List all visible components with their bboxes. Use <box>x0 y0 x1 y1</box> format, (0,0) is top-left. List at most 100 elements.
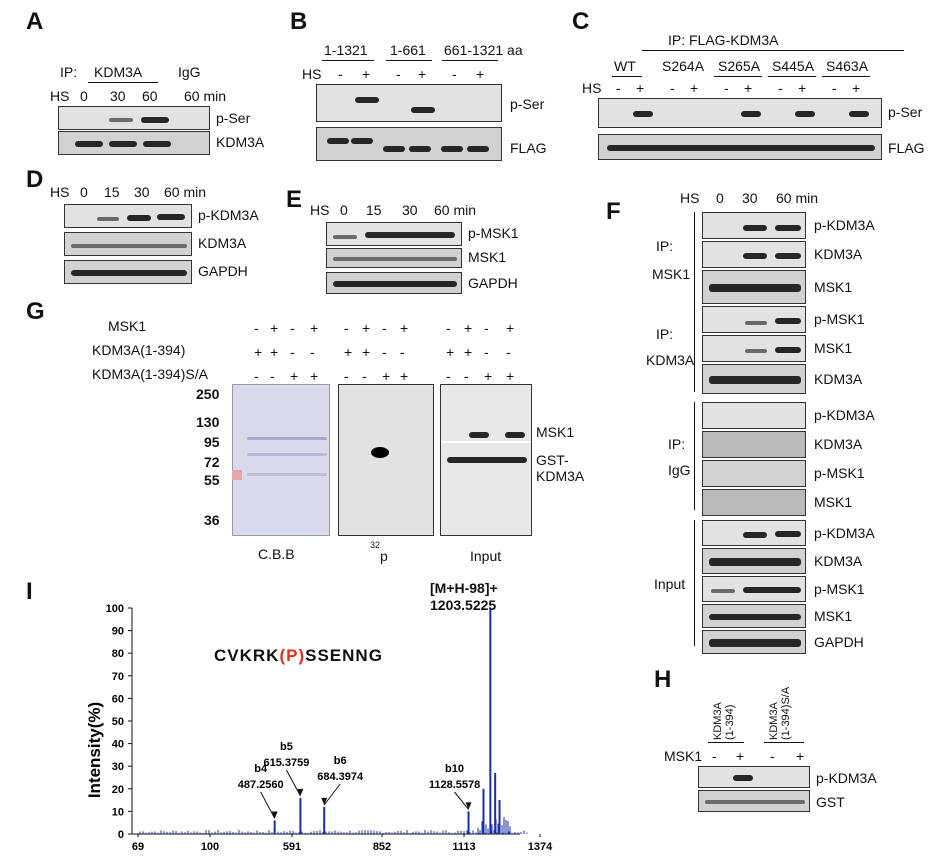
blot-h-pkdm3a <box>698 766 810 788</box>
ion-mz: 684.3974 <box>317 771 364 783</box>
ion-label: b6 <box>334 755 347 767</box>
sign: - <box>382 344 387 360</box>
annotation-arrow <box>285 769 301 797</box>
sign: - <box>254 368 259 384</box>
band-label: GST- <box>536 452 569 468</box>
blot-f-in-msk1 <box>702 604 806 628</box>
arrowhead <box>271 811 278 819</box>
blot-f-pmsk1 <box>702 306 806 333</box>
x-tick-label: 591 <box>283 841 301 853</box>
time-label: 30 <box>110 88 126 104</box>
panel-label-b: B <box>290 8 308 35</box>
row-label: p-MSK1 <box>468 225 519 241</box>
time-label: 60 min <box>434 202 477 218</box>
sign: + <box>506 368 515 384</box>
mw-marker: 55 <box>204 472 220 488</box>
sign: - <box>452 66 457 82</box>
ip-target: IgG <box>668 462 691 478</box>
blot-f-in-kdm3a <box>702 548 806 574</box>
sign: + <box>796 748 805 764</box>
ion-mz: 1128.5578 <box>429 779 480 791</box>
annotation-arrow <box>454 791 469 810</box>
blot-f-kdm3a <box>702 241 806 268</box>
panel-label-i: I <box>26 578 33 605</box>
band-label: MSK1 <box>536 424 575 440</box>
mw-marker: 72 <box>204 454 220 470</box>
annotation-arrow <box>323 783 341 806</box>
sign: + <box>418 66 427 82</box>
sign: + <box>464 344 473 360</box>
ip-label: IP: <box>60 64 78 80</box>
col-label: (1-394) <box>724 704 736 740</box>
sign: - <box>344 368 349 384</box>
row-label: MSK1 <box>814 340 853 356</box>
row-label: p-Ser <box>216 110 251 126</box>
sign: + <box>310 368 319 384</box>
arrowhead <box>297 788 304 796</box>
y-tick-label: 60 <box>112 693 124 705</box>
sign: - <box>778 80 783 96</box>
sign: + <box>400 320 409 336</box>
time-label: 0 <box>340 202 348 218</box>
row-label: p-MSK1 <box>814 465 865 481</box>
row-label: p-KDM3A <box>814 217 875 233</box>
sign: + <box>506 320 515 336</box>
blot-d-pkdm3a <box>64 204 192 228</box>
hs-label: HS <box>680 190 700 206</box>
time-label: 60 min <box>776 190 819 206</box>
blot-f-msk1 <box>702 270 806 304</box>
row-label: p-KDM3A <box>814 525 875 541</box>
mutant-label: S264A <box>662 58 705 74</box>
row-label: KDM3A <box>814 436 863 452</box>
sign: - <box>724 80 729 96</box>
panel-label-h: H <box>654 666 672 693</box>
row-label: p-KDM3A <box>198 207 259 223</box>
construct-label: 1-1321 <box>324 42 368 58</box>
blot-e-msk1 <box>326 248 462 268</box>
x-tick-label: 1113 <box>452 841 475 853</box>
band-label: KDM3A <box>536 468 585 484</box>
row-label: GAPDH <box>814 634 864 650</box>
mutant-label: S445A <box>772 58 815 74</box>
sign: - <box>290 320 295 336</box>
row-label: p-Ser <box>888 104 923 120</box>
blot-f-in-pmsk1 <box>702 576 806 602</box>
panel-label-g: G <box>26 298 45 325</box>
sign: - <box>310 344 315 360</box>
time-label: 15 <box>104 184 120 200</box>
gel-caption: p <box>380 548 388 564</box>
blot-d-kdm3a <box>64 232 192 256</box>
ion-mz: 487.2560 <box>238 779 284 791</box>
sign: + <box>344 344 353 360</box>
sign: - <box>484 320 489 336</box>
blot-f-in-gapdh <box>702 630 806 654</box>
arrowhead <box>321 797 328 805</box>
blot-e-gapdh <box>326 272 462 294</box>
blot-f-igg-pmsk1 <box>702 460 806 487</box>
blot-d-gapdh <box>64 260 192 284</box>
ip-control: IgG <box>178 64 201 80</box>
sign: + <box>476 66 485 82</box>
y-tick-label: 10 <box>112 806 124 818</box>
blot-a-kdm3a <box>58 131 210 155</box>
mw-marker: 130 <box>196 414 220 430</box>
precursor-mass: 1203.5225 <box>430 597 497 613</box>
sign: - <box>382 320 387 336</box>
sign: - <box>362 368 367 384</box>
row-label: FLAG <box>510 140 547 156</box>
sign: + <box>690 80 699 96</box>
sign: + <box>270 344 279 360</box>
time-label: 30 <box>402 202 418 218</box>
time-label: 0 <box>716 190 724 206</box>
sign: - <box>338 66 343 82</box>
y-tick-label: 40 <box>112 739 124 751</box>
sign: + <box>484 368 493 384</box>
row-label: GAPDH <box>198 263 248 279</box>
mw-marker: 250 <box>196 386 220 402</box>
row-label: KDM3A <box>814 246 863 262</box>
sign: + <box>736 748 745 764</box>
ip-target: KDM3A <box>646 352 695 368</box>
row-label: MSK1 <box>814 279 853 295</box>
time-label: 30 <box>134 184 150 200</box>
y-axis-label: Intensity(%) <box>85 702 104 798</box>
